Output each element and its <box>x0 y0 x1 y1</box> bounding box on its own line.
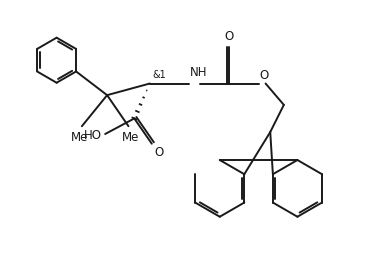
Text: O: O <box>225 30 234 43</box>
Text: O: O <box>260 69 269 81</box>
Text: NH: NH <box>190 66 207 79</box>
Text: O: O <box>154 146 163 159</box>
Text: Me: Me <box>71 131 89 144</box>
Text: HO: HO <box>84 129 102 142</box>
Text: Me: Me <box>122 131 139 144</box>
Text: &1: &1 <box>152 70 166 80</box>
